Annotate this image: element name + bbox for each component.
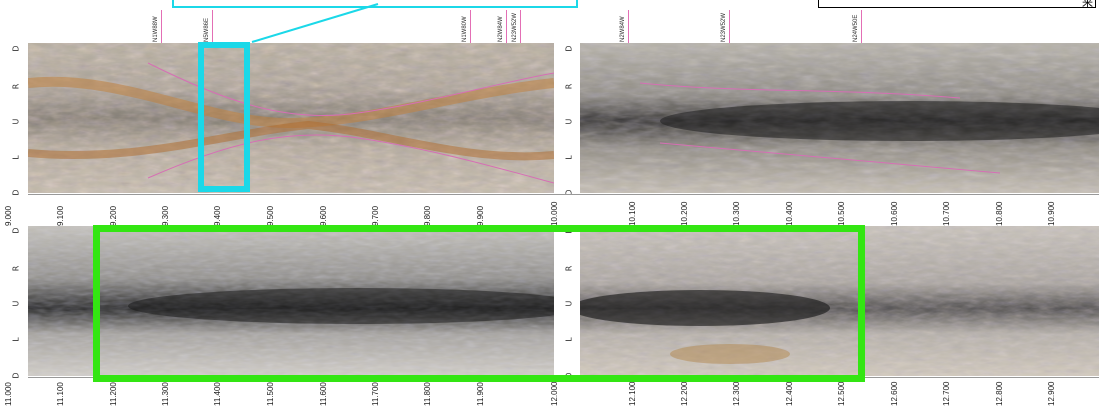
depth-tick-label: 9.100: [56, 205, 65, 226]
cyan-highlight-box: [198, 42, 250, 192]
borehole-image-bottom-right: [580, 226, 1099, 376]
side-label-u: U: [11, 118, 21, 125]
strike-line: [861, 10, 862, 43]
cyan-callout-box: [172, 0, 578, 8]
side-label-u: U: [11, 300, 21, 307]
side-label-d-top: D: [564, 45, 574, 52]
strike-line: [729, 10, 730, 43]
green-highlight-box: [93, 225, 865, 382]
depth-tick-label: 9.600: [319, 205, 328, 226]
strike-label: N24W50E: [853, 14, 859, 42]
depth-tick-label: 10.200: [680, 201, 689, 226]
side-label-u: U: [564, 118, 574, 125]
note-box-char: 来: [1082, 0, 1093, 9]
borehole-image-top-right: [580, 43, 1099, 193]
depth-tick-label: 12.000: [550, 381, 559, 406]
depth-tick-label: 12.900: [1047, 381, 1056, 406]
depth-tick-label: 9.900: [476, 205, 485, 226]
side-label-d-bottom: D: [11, 189, 21, 196]
depth-tick-label: 11.800: [423, 382, 432, 406]
borehole-image-top-left: [28, 43, 554, 193]
depth-tick-label: 10.900: [1047, 201, 1056, 226]
strike-line: [628, 10, 629, 43]
depth-tick-label: 9.500: [266, 205, 275, 226]
strike-label: N23W52W: [721, 12, 727, 42]
depth-tick-label: 10.700: [942, 201, 951, 226]
strike-line: [520, 10, 521, 43]
strike-line: [470, 10, 471, 43]
side-label-l: L: [11, 337, 21, 342]
depth-tick-label: 11.400: [213, 382, 222, 406]
depth-tick-label: 9.300: [161, 205, 170, 226]
side-label-r: R: [11, 265, 21, 272]
depth-tick-label: 11.900: [476, 382, 485, 406]
depth-tick-label: 12.600: [890, 381, 899, 406]
depth-tick-label: 10.500: [837, 201, 846, 226]
depth-tick-label: 11.700: [371, 382, 380, 406]
side-label-d-top: D: [11, 227, 21, 234]
side-label-r: R: [564, 83, 574, 90]
depth-tick-label: 11.500: [266, 382, 275, 406]
strike-line: [506, 10, 507, 43]
depth-tick-label: 10.000: [550, 201, 559, 226]
depth-tick-label: 12.500: [837, 381, 846, 406]
depth-tick-label: 12.300: [732, 381, 741, 406]
depth-tick-label: 10.400: [785, 201, 794, 226]
strike-label: N2W84W: [620, 16, 626, 42]
strike-label: N1W88W: [153, 16, 159, 42]
depth-tick-label: 12.100: [628, 381, 637, 406]
borehole-image-bottom-left: [28, 226, 554, 376]
depth-tick-label: 9.800: [423, 205, 432, 226]
side-label-l: L: [11, 155, 21, 160]
side-label-d-bottom: D: [564, 189, 574, 196]
strike-label: N23W52W: [512, 12, 518, 42]
strike-line: [161, 10, 162, 43]
depth-tick-label: 12.400: [785, 381, 794, 406]
depth-tick-label: 10.800: [995, 201, 1004, 226]
side-label-d-bottom: D: [11, 372, 21, 379]
depth-axis-line: [28, 194, 1099, 195]
depth-tick-label: 9.700: [371, 205, 380, 226]
depth-tick-label: 12.800: [995, 381, 1004, 406]
depth-tick-label: 11.600: [319, 382, 328, 406]
depth-tick-label: 12.200: [680, 381, 689, 406]
depth-tick-label: 11.000: [4, 382, 13, 406]
depth-tick-label: 9.200: [109, 205, 118, 226]
strike-label: N5W86E: [204, 17, 210, 42]
side-label-r: R: [11, 83, 21, 90]
depth-tick-label: 10.600: [890, 201, 899, 226]
depth-tick-label: 9.400: [213, 205, 222, 226]
depth-tick-label: 10.100: [628, 201, 637, 226]
depth-tick-label: 11.300: [161, 382, 170, 406]
note-box: 来: [818, 0, 1096, 9]
depth-tick-label: 11.200: [109, 382, 118, 406]
strike-line: [212, 10, 213, 43]
side-label-d-top: D: [11, 45, 21, 52]
side-label-l: L: [564, 155, 574, 160]
depth-tick-label: 12.700: [942, 381, 951, 406]
strike-label: N1W80W: [462, 16, 468, 42]
depth-tick-label: 11.100: [56, 382, 65, 406]
strike-label: N2W84W: [498, 16, 504, 42]
depth-tick-label: 10.300: [732, 201, 741, 226]
depth-tick-label: 9.000: [4, 205, 13, 226]
